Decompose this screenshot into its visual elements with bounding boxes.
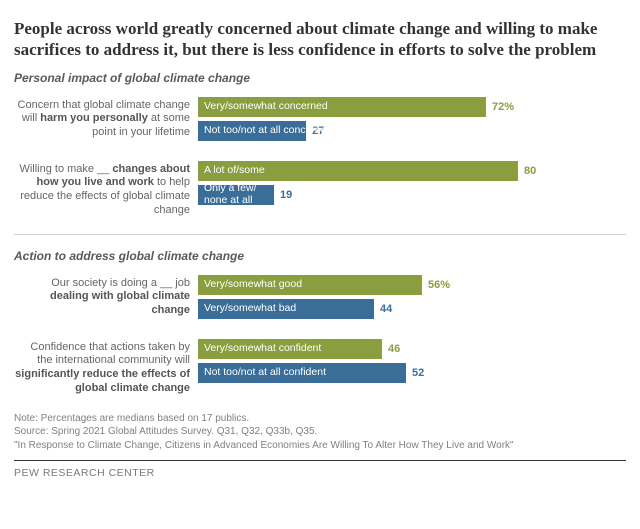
bar: Very/somewhat bad [198, 299, 374, 319]
bar-inner-label: Not too/not at all confident [198, 367, 326, 378]
chart-item: Our society is doing a __ job dealing wi… [14, 275, 626, 323]
bar-value: 19 [274, 189, 292, 201]
bar-row: Very/somewhat good 56% [198, 275, 626, 295]
bar-value: 72% [486, 101, 514, 113]
chart-section: Personal impact of global climate change… [14, 71, 626, 218]
note-line: "In Response to Climate Change, Citizens… [14, 439, 626, 453]
bar-row: Not too/not at all concerned27 [198, 121, 626, 141]
bar: Not too/not at all confident [198, 363, 406, 383]
brand-label: PEW RESEARCH CENTER [14, 467, 626, 479]
note-line: Note: Percentages are medians based on 1… [14, 412, 626, 426]
bar: Very/somewhat confident [198, 339, 382, 359]
bar-inner-label: Only a few/none at all [198, 183, 257, 205]
bar: Very/somewhat good [198, 275, 422, 295]
bar-row: Very/somewhat concerned 72% [198, 97, 626, 117]
bar: A lot of/some [198, 161, 518, 181]
bar-inner-label: A lot of/some [198, 165, 265, 176]
item-label: Willing to make __ changes about how you… [14, 161, 198, 218]
item-label: Concern that global climate change will … [14, 97, 198, 140]
item-bars: Very/somewhat good 56% Very/somewhat bad 44 [198, 275, 626, 323]
item-label: Our society is doing a __ job dealing wi… [14, 275, 198, 318]
bar-row: Very/somewhat confident 46 [198, 339, 626, 359]
chart-body: Personal impact of global climate change… [14, 71, 626, 396]
chart-title: People across world greatly concerned ab… [14, 18, 626, 61]
bar-value: 80 [518, 165, 536, 177]
item-bars: Very/somewhat confident 46 Not too/not at … [198, 339, 626, 387]
bar-value: 44 [374, 303, 392, 315]
chart-item: Willing to make __ changes about how you… [14, 161, 626, 218]
chart-item: Confidence that actions taken by the int… [14, 339, 626, 396]
bar-inner-label: Very/somewhat confident [198, 343, 321, 354]
bar-inner-label: Very/somewhat bad [198, 303, 296, 314]
bar-row: Very/somewhat bad 44 [198, 299, 626, 319]
bar-value: 52 [406, 367, 424, 379]
chart-container: People across world greatly concerned ab… [0, 0, 640, 489]
section-title: Personal impact of global climate change [14, 71, 626, 85]
item-label: Confidence that actions taken by the int… [14, 339, 198, 396]
bar-value: 46 [382, 343, 400, 355]
bar-row: Not too/not at all confident 52 [198, 363, 626, 383]
item-bars: Very/somewhat concerned 72% Not too/not at… [198, 97, 626, 145]
bar-inner-label: Very/somewhat concerned [198, 101, 328, 112]
bar: Not too/not at all concerned [198, 121, 306, 141]
bar-value: 56% [422, 279, 450, 291]
chart-notes: Note: Percentages are medians based on 1… [14, 412, 626, 453]
bar-inner-label: Very/somewhat good [198, 279, 302, 290]
bar-inner-label: Not too/not at all concerned [198, 125, 332, 136]
bar-row: A lot of/some 80 [198, 161, 626, 181]
bar: Very/somewhat concerned [198, 97, 486, 117]
note-line: Source: Spring 2021 Global Attitudes Sur… [14, 425, 626, 439]
chart-item: Concern that global climate change will … [14, 97, 626, 145]
bar-row: Only a few/none at all 19 [198, 185, 626, 205]
section-divider [14, 234, 626, 235]
item-bars: A lot of/some 80 Only a few/none at all 19 [198, 161, 626, 209]
footer-divider [14, 460, 626, 461]
section-title: Action to address global climate change [14, 249, 626, 263]
chart-section: Action to address global climate change O… [14, 249, 626, 396]
bar: Only a few/none at all [198, 185, 274, 205]
